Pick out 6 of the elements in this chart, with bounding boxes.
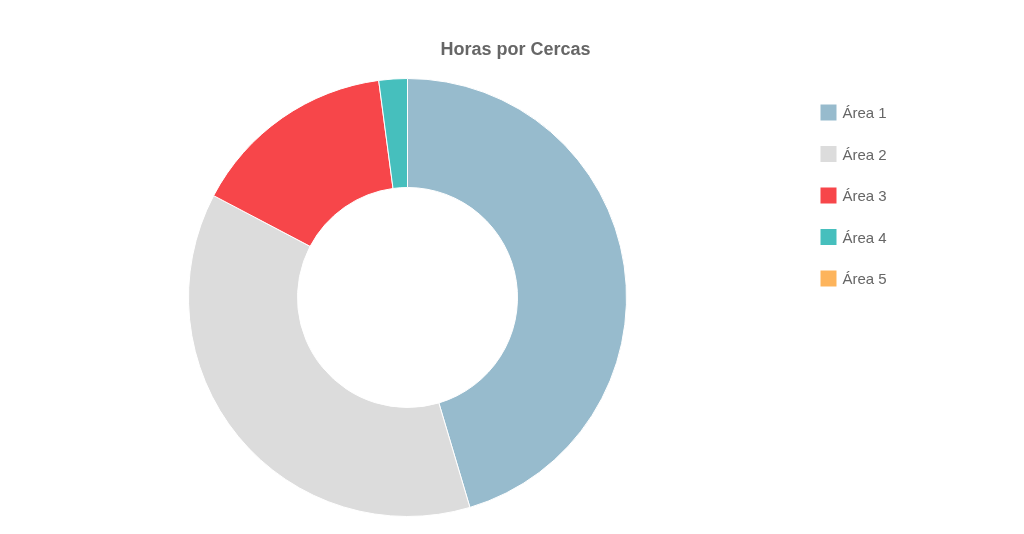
legend-label: Área 3 (842, 187, 887, 204)
legend-label: Área 5 (842, 270, 887, 287)
legend-label: Área 1 (842, 104, 887, 121)
legend-label: Área 4 (842, 228, 887, 246)
legend-label: Área 2 (842, 145, 887, 163)
chart-title: Horas por Cercas (440, 38, 591, 59)
